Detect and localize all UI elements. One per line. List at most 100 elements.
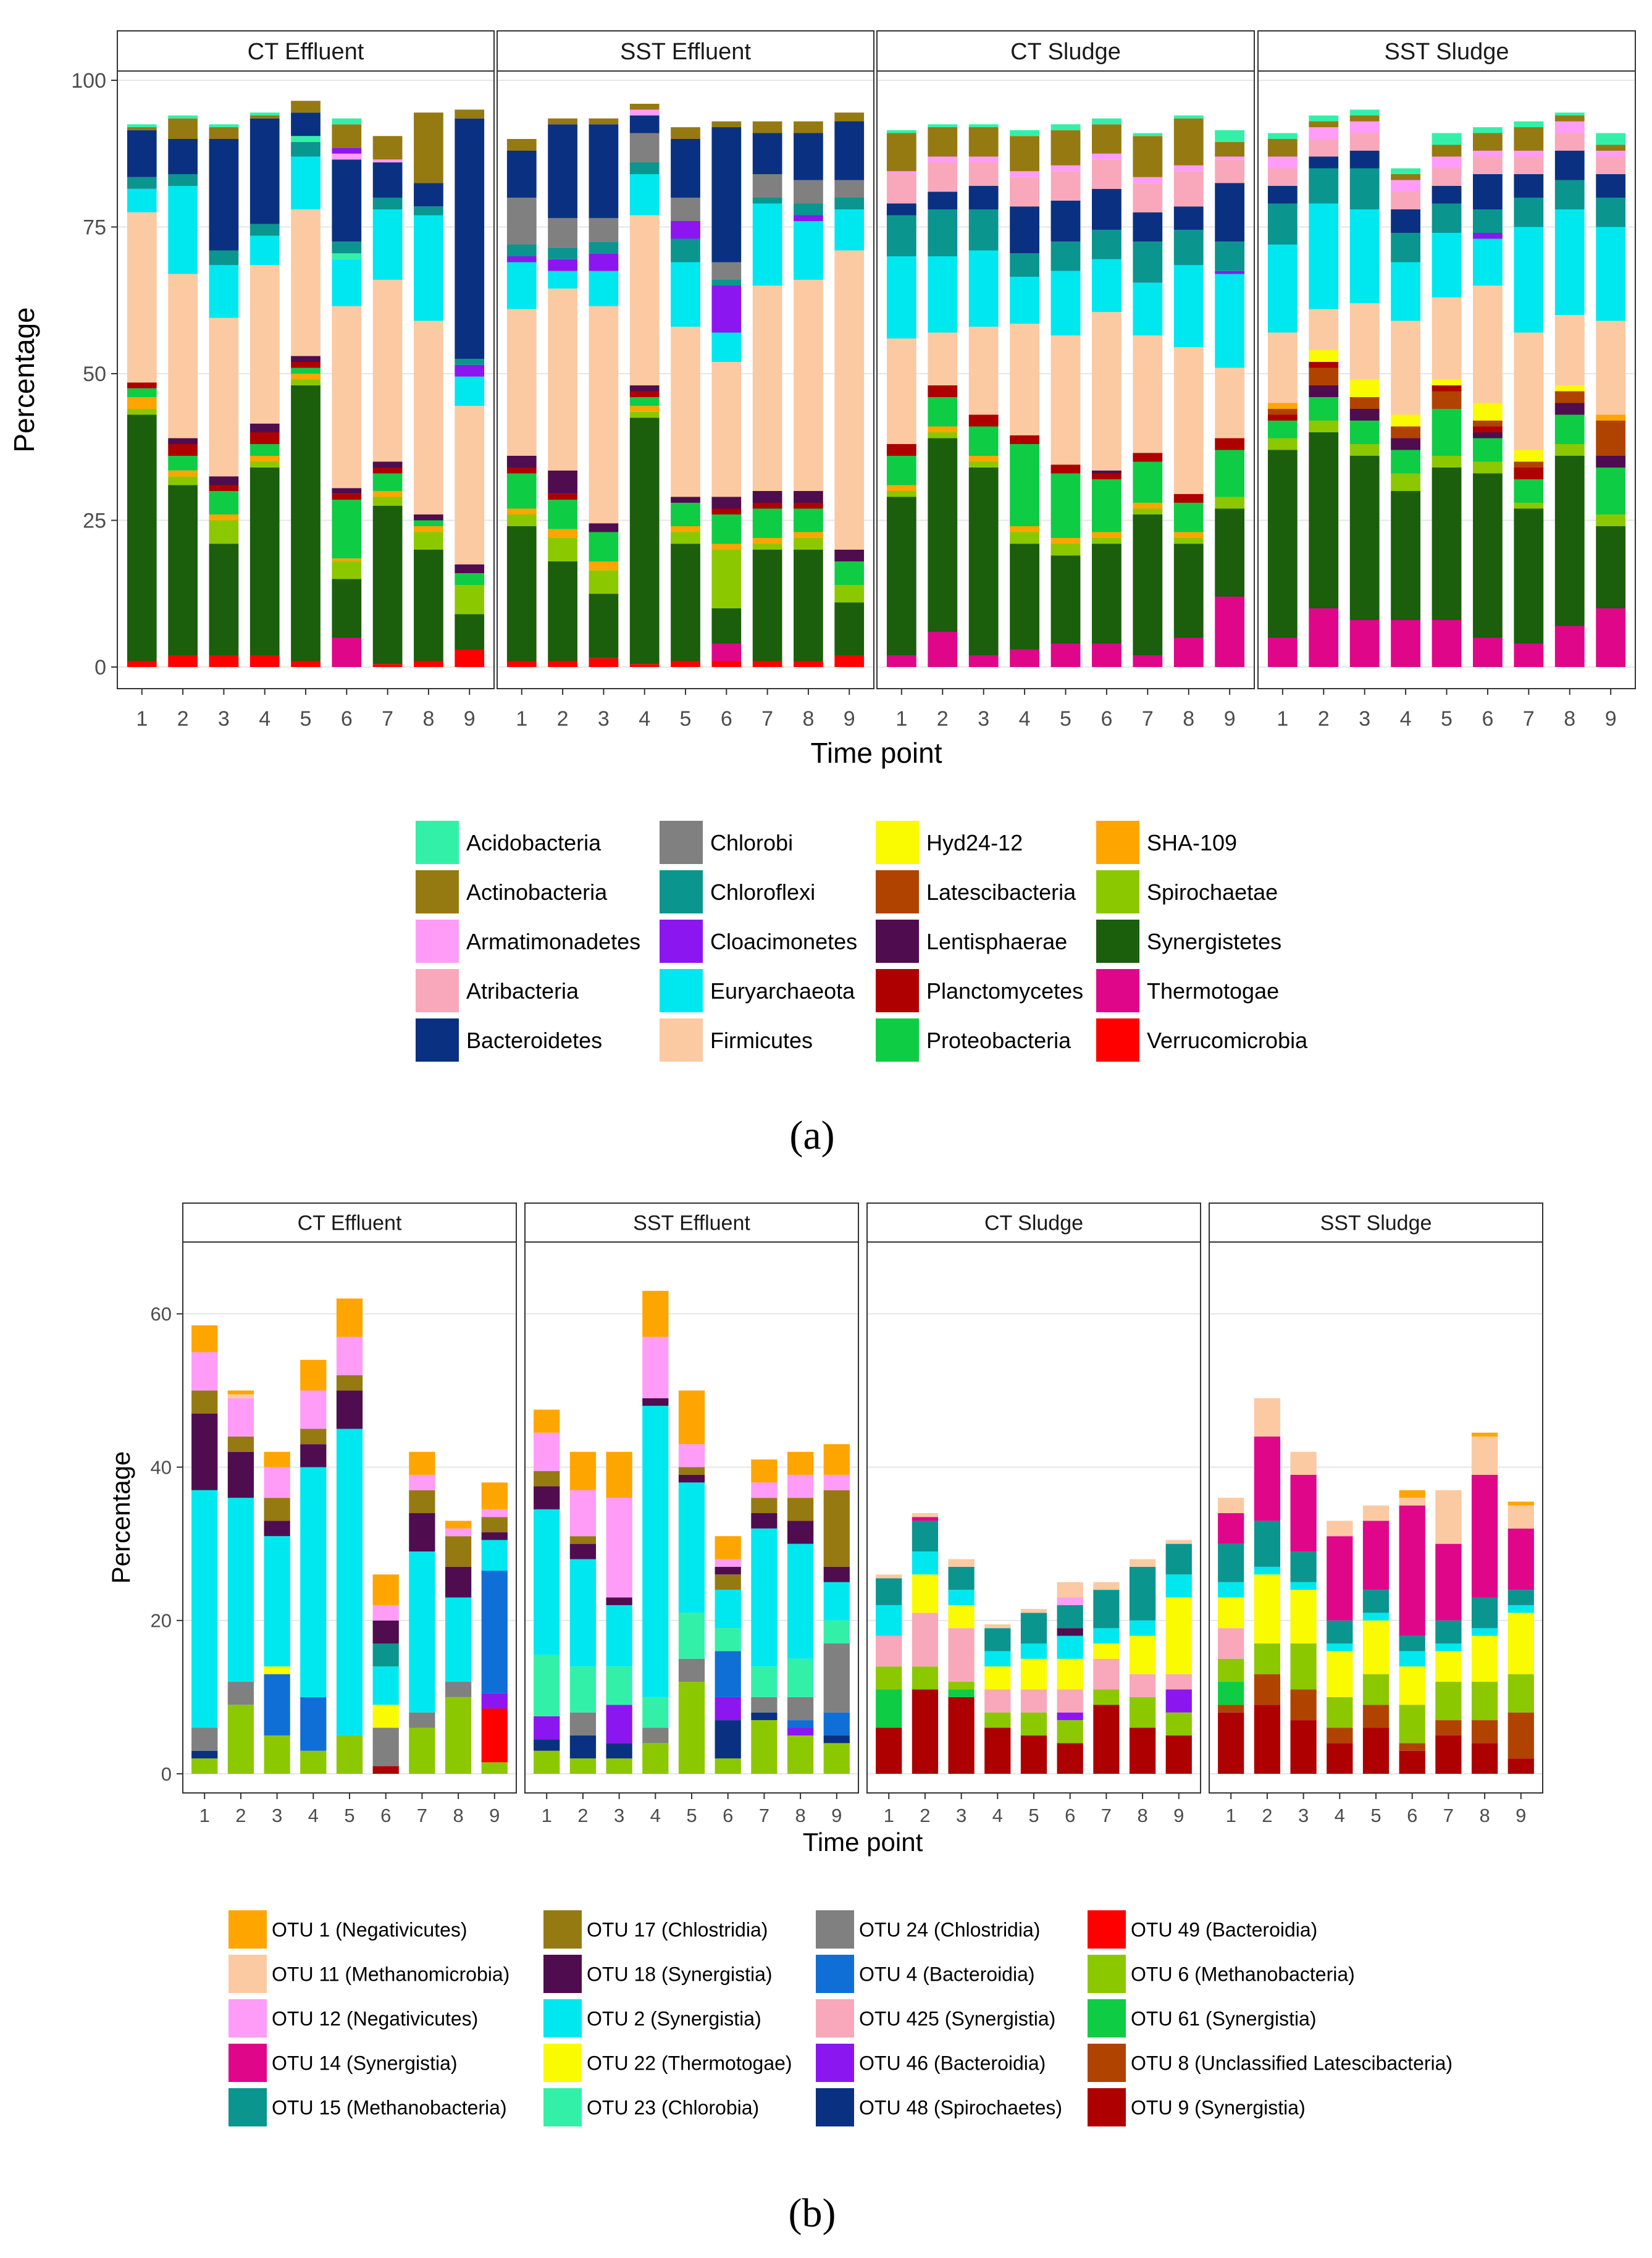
bar-segment-spirochaetae [1391, 473, 1420, 491]
x-tick-label: 8 [802, 707, 814, 731]
x-tick-label: 1 [136, 707, 148, 731]
bar-segment-spirochaetae [1050, 544, 1081, 556]
bar-segment-spirochaetae [1554, 444, 1585, 456]
bar-stack [372, 136, 403, 667]
x-tick-label: 3 [1359, 707, 1370, 731]
bar-segment-acidobacteria [968, 124, 999, 127]
bar-segment-planctomycetes [1092, 473, 1122, 479]
bar-segment-otu-17-chlostridia [264, 1498, 290, 1521]
bar-segment-otu-46-bacteroidia [1057, 1712, 1083, 1721]
bar-segment-spirochaetae [1173, 538, 1204, 544]
bar-segment-otu-17-chlostridia [787, 1498, 814, 1521]
legend-item-otu-49-bacteroidia: OTU 49 (Bacteroidia) [1088, 1910, 1317, 1949]
bar-segment-firmicutes [1215, 367, 1245, 439]
legend-item-otu-22-thermotogae: OTU 22 (Thermotogae) [543, 2044, 792, 2082]
bar-segment-spirochaetae [1514, 503, 1544, 509]
bar-segment-otu-2-synergistia [606, 1605, 632, 1667]
bar-stack [569, 1451, 597, 1774]
legend-key [543, 2088, 582, 2126]
legend-label: Planctomycetes [926, 978, 1083, 1004]
bar-segment-actinobacteria [414, 112, 443, 183]
bar-segment-euryarchaeota [1050, 271, 1081, 336]
legend-key [1088, 2088, 1126, 2126]
bar-segment-otu-6-methanobacteria [336, 1735, 363, 1774]
bar-segment-actinobacteria [1050, 130, 1081, 166]
bar-segment-otu-12-negativicutes [191, 1352, 218, 1391]
bar-segment-chlorobi [589, 218, 619, 242]
x-tick-label: 2 [1262, 1805, 1272, 1826]
bar-segment-otu-2-synergistia [445, 1597, 472, 1682]
bar-stack [715, 1536, 741, 1774]
legend-key [876, 870, 919, 913]
bar-segment-otu-17-chlostridia [534, 1471, 560, 1487]
bar-segment-spirochaetae [968, 461, 999, 468]
x-tick-label: 1 [542, 1805, 552, 1826]
bar-segment-acidobacteria [1309, 115, 1339, 122]
bar-segment-otu-11-methanomicrobia [1362, 1505, 1390, 1521]
legend-item-otu-18-synergistia: OTU 18 (Synergistia) [543, 1955, 773, 1993]
bar-segment-synergistetes [589, 594, 619, 658]
legend-label: OTU 17 (Chlostridia) [587, 1919, 768, 1941]
bar-segment-otu-2-synergistia [715, 1590, 741, 1629]
bar-segment-otu-6-methanobacteria [1471, 1682, 1498, 1721]
bar-segment-lentisphaerae [332, 488, 362, 494]
bar-stack [1050, 124, 1081, 667]
legend-label: Hyd24-12 [926, 830, 1023, 855]
bar-segment-otu-1-negativicutes [751, 1459, 778, 1483]
bar-segment-otu-12-negativicutes [481, 1509, 508, 1517]
bar-segment-otu-425-synergistia [1218, 1628, 1244, 1659]
bar-segment-proteobacteria [834, 561, 865, 585]
bar-segment-euryarchaeota [711, 332, 742, 362]
bar-segment-otu-22-thermotogae [1290, 1590, 1317, 1643]
bar-segment-otu-2-synergistia [1290, 1582, 1317, 1590]
bar-segment-latescibacteria [1349, 397, 1380, 409]
bar-segment-latescibacteria [1514, 461, 1544, 468]
bar-segment-proteobacteria [1050, 473, 1081, 538]
bar-segment-actinobacteria [968, 127, 999, 157]
bar-segment-bacteroidetes [1092, 188, 1122, 230]
bar-segment-thermotogae [1514, 644, 1544, 667]
x-tick-label: 8 [422, 707, 434, 731]
bar-segment-acidobacteria [1267, 133, 1298, 139]
bar-segment-euryarchaeota [548, 271, 577, 289]
x-tick-label: 2 [937, 707, 949, 731]
bar-segment-proteobacteria [1309, 397, 1339, 421]
legend-item-otu-46-bacteroidia: OTU 46 (Bacteroidia) [816, 2044, 1046, 2082]
bar-segment-firmicutes [506, 309, 537, 456]
bar-segment-synergistetes [886, 497, 916, 655]
legend-item-firmicutes: Firmicutes [660, 1018, 813, 1062]
bar-segment-bacteroidetes [1173, 206, 1204, 230]
bar-segment-otu-6-methanobacteria [191, 1758, 218, 1774]
bar-segment-planctomycetes [1432, 385, 1462, 392]
bar-segment-otu-1-negativicutes [372, 1574, 399, 1605]
bar-segment-otu-14-synergistia [1327, 1536, 1353, 1621]
bar-segment-sha-109 [168, 470, 198, 477]
x-tick-label: 4 [308, 1805, 319, 1826]
bar-segment-otu-1-negativicutes [300, 1359, 327, 1391]
bar-segment-bacteroidetes [506, 151, 537, 198]
bar-segment-synergistetes [1215, 508, 1245, 597]
bar-segment-lentisphaerae [209, 476, 239, 485]
legend-label: OTU 49 (Bacteroidia) [1131, 1919, 1317, 1941]
bar-segment-actinobacteria [506, 139, 537, 151]
bar-segment-chlorobi [629, 133, 660, 162]
legend-key [876, 920, 919, 963]
bar-segment-cloacimonetes [548, 259, 577, 271]
panel-label-a: (a) [789, 1113, 834, 1158]
x-tick-label: 4 [992, 1805, 1003, 1826]
bar-segment-actinobacteria [209, 127, 239, 139]
bar-segment-acidobacteria [1050, 124, 1081, 130]
bar-segment-firmicutes [209, 317, 239, 477]
bar-segment-acidobacteria [249, 112, 280, 115]
x-tick-label: 3 [272, 1805, 282, 1826]
bar-segment-otu-2-synergistia [1057, 1635, 1083, 1659]
bar-segment-chloroflexi [548, 247, 577, 259]
bar-segment-bacteroidetes [1133, 212, 1163, 242]
bar-segment-planctomycetes [1133, 453, 1163, 462]
bar-segment-proteobacteria [629, 397, 660, 406]
bar-segment-otu-2-synergistia [1471, 1628, 1498, 1636]
bar-segment-otu-14-synergistia [1471, 1474, 1498, 1598]
bar-segment-otu-17-chlostridia [823, 1490, 850, 1567]
x-tick-label: 7 [1443, 1805, 1454, 1826]
bar-segment-otu-12-negativicutes [409, 1474, 435, 1490]
